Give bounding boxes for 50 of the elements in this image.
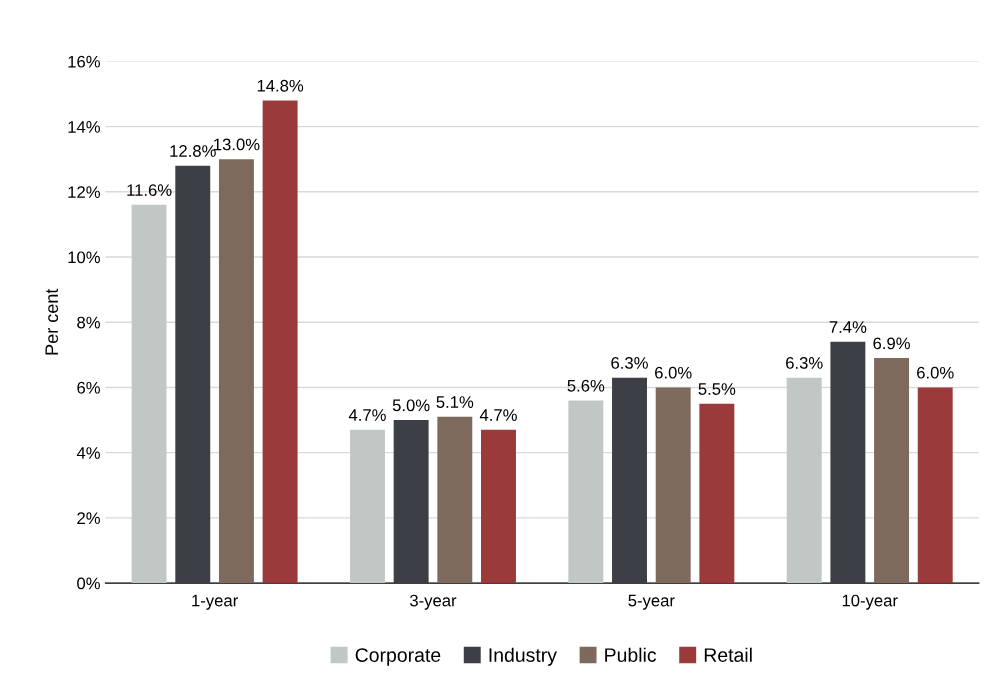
y-tick-label: 2%	[77, 512, 100, 525]
data-label: 6.0%	[655, 366, 692, 379]
data-label: 11.6%	[127, 184, 172, 197]
legend-label: Retail	[704, 647, 752, 662]
y-tick-label: 8%	[77, 316, 100, 329]
bar	[830, 341, 866, 584]
bar	[131, 204, 167, 584]
bar	[218, 159, 254, 584]
bar	[437, 416, 473, 584]
data-label: 13.0%	[214, 138, 260, 151]
bar	[699, 403, 735, 584]
data-label: 6.9%	[873, 337, 910, 350]
legend-label: Corporate	[355, 648, 441, 666]
data-label: 6.0%	[917, 366, 954, 379]
y-tick-label: 10%	[68, 251, 100, 264]
y-tick-label: 0%	[77, 577, 100, 590]
bar	[349, 429, 385, 584]
data-label: 14.8%	[257, 79, 304, 92]
legend-label: Industry	[489, 647, 557, 666]
x-tick-label: 5-year	[628, 594, 675, 610]
data-label: 6.3%	[611, 357, 648, 369]
bar	[568, 400, 604, 584]
data-label: 5.1%	[436, 396, 474, 408]
bar	[786, 377, 822, 584]
data-label: 4.7%	[479, 409, 517, 421]
bar	[393, 420, 429, 584]
data-label: 5.0%	[392, 399, 430, 412]
legend-label: Public	[605, 647, 657, 662]
bar	[175, 165, 211, 584]
y-tick-label: 14%	[68, 121, 100, 133]
x-tick-label: 1-year	[192, 594, 238, 610]
bar	[655, 387, 691, 584]
y-tick-label: 6%	[77, 381, 100, 394]
y-axis-title: Per cent	[45, 288, 59, 355]
y-tick-label: 16%	[68, 55, 100, 68]
bar	[612, 377, 647, 584]
x-tick-label: 10-year	[842, 594, 898, 610]
data-label: 12.8%	[170, 145, 216, 157]
bar	[874, 358, 910, 584]
data-label: 7.4%	[829, 321, 867, 333]
y-tick-label: 12%	[68, 186, 100, 198]
x-tick-label: 3-year	[409, 594, 457, 610]
bar	[917, 387, 953, 584]
data-label: 5.6%	[567, 379, 605, 392]
bar	[262, 100, 298, 584]
bar	[481, 429, 516, 584]
data-label: 5.5%	[698, 383, 736, 395]
data-label: 6.3%	[786, 357, 823, 369]
y-tick-label: 4%	[76, 447, 100, 459]
data-label: 4.7%	[348, 409, 386, 421]
